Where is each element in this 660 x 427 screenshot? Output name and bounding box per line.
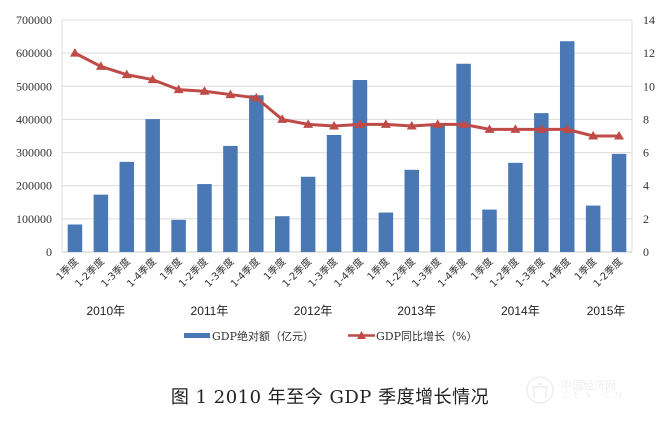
left-tick-label: 700000 [16, 13, 52, 27]
bar [171, 219, 186, 252]
bar [456, 63, 471, 253]
growth-line [74, 51, 620, 138]
figure-caption: 图 1 2010 年至今 GDP 季度增长情况 [170, 387, 490, 408]
bar [534, 113, 549, 252]
line-point [277, 114, 288, 123]
bar [508, 162, 523, 252]
bar [249, 95, 264, 252]
line-point [614, 131, 625, 140]
year-label: 2013年 [397, 304, 436, 318]
category-label: 1-4季度 [435, 255, 470, 290]
bar [611, 153, 627, 252]
watermark-logo-icon [526, 376, 554, 404]
right-tick-label: 2 [643, 212, 649, 226]
line-point [588, 131, 599, 140]
line-point [173, 84, 184, 94]
line-point [354, 119, 365, 128]
legend-bar-label: GDP绝对额（亿元） [212, 329, 314, 343]
line-point [121, 69, 132, 79]
line-point [562, 124, 573, 133]
line-point [484, 124, 495, 133]
bar [352, 79, 368, 252]
legend-bar-swatch [184, 333, 210, 338]
legend: GDP绝对额（亿元） GDP同比增长（%） [184, 329, 477, 343]
watermark-text: 中国经济网 [561, 379, 616, 392]
category-label: 1-4季度 [331, 255, 366, 290]
legend-line-marker [357, 331, 366, 339]
line-point [147, 74, 158, 84]
bar [145, 119, 160, 253]
left-tick-label: 0 [46, 245, 52, 259]
year-label: 2014年 [501, 304, 540, 318]
bar [378, 212, 394, 252]
line-point [458, 119, 469, 128]
bar [585, 205, 601, 252]
line-point [303, 119, 314, 128]
category-label: 1-4季度 [228, 255, 263, 290]
legend-line-label: GDP同比增长（%） [376, 329, 477, 343]
line-point [329, 121, 340, 130]
bar [223, 145, 238, 252]
bar [274, 216, 290, 252]
year-label: 2012年 [294, 304, 333, 318]
year-label: 2010年 [86, 304, 125, 318]
watermark-subtext: CES.CN [563, 391, 627, 401]
right-tick-label: 8 [643, 112, 649, 126]
bar-series [67, 41, 627, 253]
line-point [432, 119, 443, 128]
line-point [225, 89, 236, 99]
line-point [199, 86, 210, 95]
line-point [536, 124, 547, 133]
right-tick-label: 0 [643, 245, 649, 259]
category-label: 1-4季度 [538, 255, 573, 290]
right-tick-label: 4 [643, 179, 649, 193]
year-labels: 2010年 2011年 2012年 2013年 2014年 2015年 [86, 304, 625, 318]
bar [404, 169, 420, 252]
left-axis-ticks: 0 100000 200000 300000 400000 500000 600000 700… [16, 13, 52, 259]
year-label: 2011年 [191, 304, 229, 318]
left-tick-label: 600000 [16, 46, 52, 60]
bar [430, 124, 445, 252]
left-tick-label: 200000 [16, 179, 52, 193]
bar [197, 184, 212, 252]
line-point [510, 124, 521, 133]
left-tick-label: 400000 [16, 112, 52, 126]
left-tick-label: 500000 [16, 79, 52, 93]
bar [93, 194, 109, 252]
watermark: 中国经济网 CES.CN [523, 375, 648, 405]
right-axis-ticks: 0 2 4 6 8 10 12 14 [643, 13, 655, 259]
line-series [69, 48, 625, 140]
line-point [95, 61, 106, 70]
line-point [380, 119, 391, 128]
right-tick-label: 10 [643, 79, 655, 93]
left-tick-label: 100000 [16, 212, 52, 226]
bar [300, 176, 316, 252]
bar [119, 161, 135, 252]
bar [559, 41, 575, 253]
right-tick-label: 14 [643, 13, 655, 27]
right-tick-label: 6 [643, 146, 649, 160]
line-point [406, 121, 417, 130]
gdp-chart: 0 100000 200000 300000 400000 500000 600000 700… [16, 13, 655, 343]
category-label: 1-2季度 [590, 255, 625, 290]
category-label: 1-4季度 [124, 255, 159, 290]
left-tick-label: 300000 [16, 146, 52, 160]
line-point [251, 92, 262, 102]
bar [326, 135, 342, 252]
year-label: 2015年 [587, 304, 626, 318]
right-tick-label: 12 [643, 46, 655, 60]
bar [67, 224, 83, 252]
line-point [69, 48, 80, 57]
bar [482, 209, 497, 252]
